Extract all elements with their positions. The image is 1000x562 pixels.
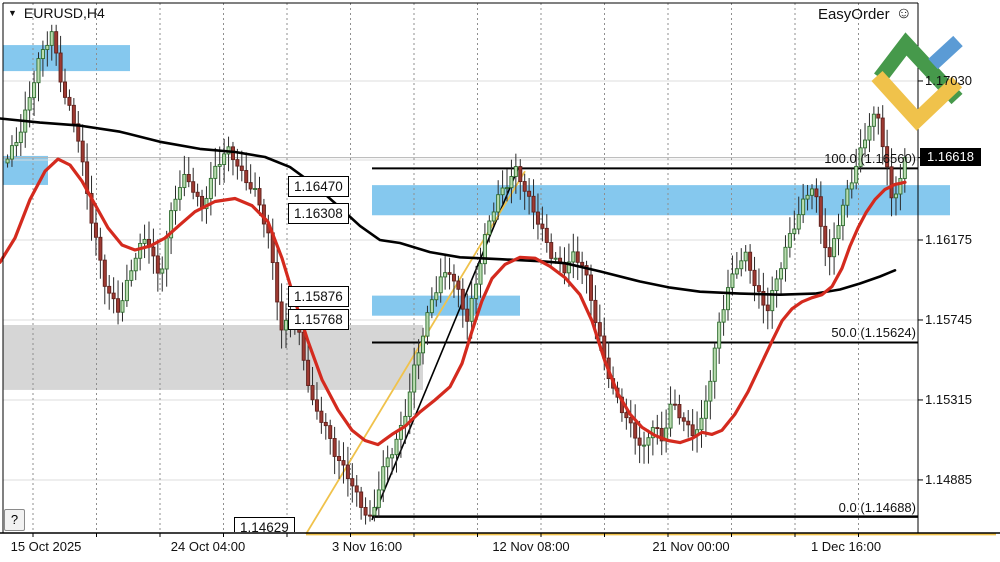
zone-price-tag[interactable]: 1.15876 xyxy=(288,286,349,307)
price-zones xyxy=(3,45,950,390)
help-button[interactable]: ? xyxy=(4,509,25,531)
fast-ma-line xyxy=(0,157,907,447)
demand-zone-gray[interactable] xyxy=(3,325,423,390)
grid xyxy=(3,3,918,533)
zone-price-tag[interactable]: 1.15768 xyxy=(288,309,349,330)
brand-name: EasyOrder xyxy=(817,5,890,23)
time-axis-label: 15 Oct 2025 xyxy=(10,539,82,554)
fib-label-0.0: 0.0 (1.14688) xyxy=(838,499,916,515)
fib-label-50.0: 50.0 (1.15624) xyxy=(831,325,916,341)
slow-ma-line xyxy=(0,117,897,297)
smiley-icon: ☺ xyxy=(895,5,912,22)
price-axis-label: 1.15745 xyxy=(925,311,972,327)
yellow-chevron-icon xyxy=(871,70,963,131)
zone-price-tag[interactable]: 1.16470 xyxy=(288,176,349,197)
resistance-zone-mid[interactable] xyxy=(372,185,950,216)
broker-logo xyxy=(871,32,963,131)
symbol-timeframe-label: EURUSD,H4 xyxy=(23,5,105,21)
time-axis-label: 3 Nov 16:00 xyxy=(331,539,403,554)
supply-zone-upper-left[interactable] xyxy=(3,45,130,72)
price-axis-label: 1.14885 xyxy=(925,471,972,487)
brand-label: EasyOrder ☺ xyxy=(818,5,912,23)
candles-layer xyxy=(5,24,907,525)
blue-stroke-icon xyxy=(928,35,963,70)
current-price-tag: 1.16618 xyxy=(920,147,981,166)
symbol-title[interactable]: ▼ EURUSD,H4 xyxy=(8,5,105,21)
dropdown-triangle-icon[interactable]: ▼ xyxy=(8,8,17,18)
time-axis-label: 24 Oct 04:00 xyxy=(170,539,246,554)
zone-price-tag[interactable]: 1.16308 xyxy=(288,203,349,224)
green-chevron-icon xyxy=(874,32,963,105)
price-axis-label: 1.17030 xyxy=(925,72,972,88)
zone-price-tag[interactable]: 1.14629 xyxy=(234,517,295,532)
support-zone-small[interactable] xyxy=(372,295,520,316)
time-axis-label: 12 Nov 08:00 xyxy=(492,539,570,554)
fib-label-100.0: 100.0 (1.16560) xyxy=(824,151,916,167)
chart-frame xyxy=(0,2,1000,537)
price-axis-label: 1.15315 xyxy=(925,391,972,407)
time-axis-label: 21 Nov 00:00 xyxy=(652,539,730,554)
time-axis-label: 1 Dec 16:00 xyxy=(810,539,882,554)
fibonacci-retracement[interactable] xyxy=(372,167,918,518)
price-axis-label: 1.16175 xyxy=(925,232,972,247)
